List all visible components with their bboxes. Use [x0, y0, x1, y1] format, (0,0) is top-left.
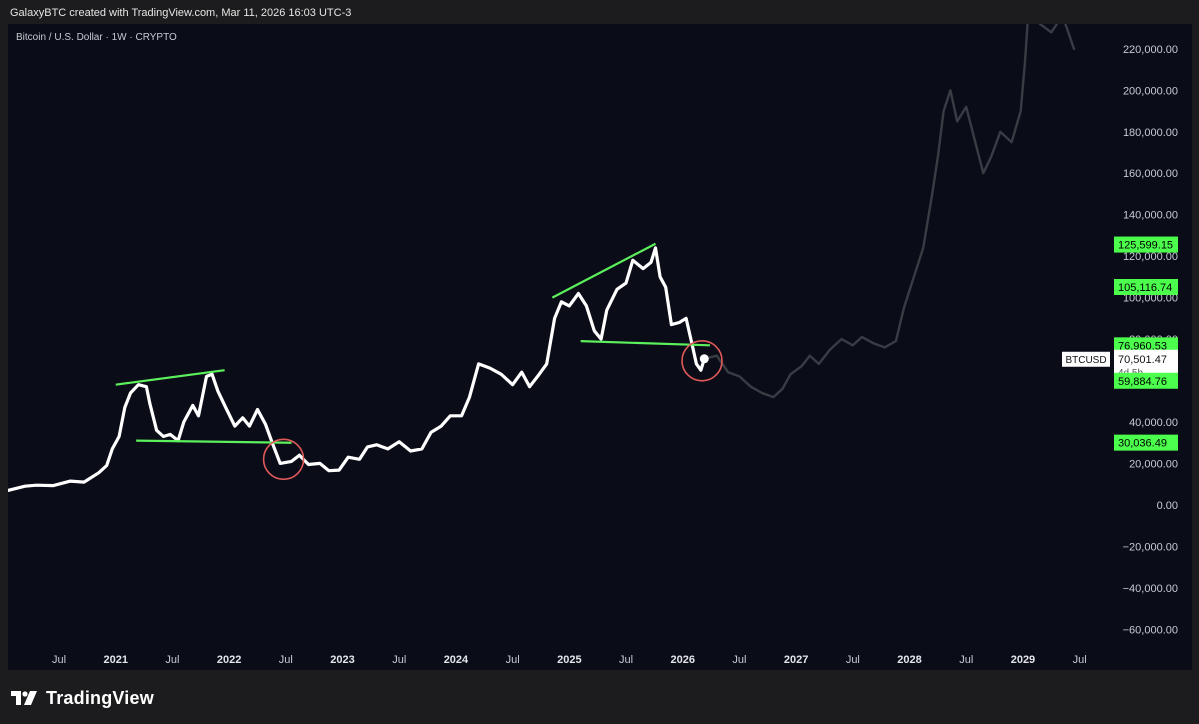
x-tick-label: 2027 [784, 654, 808, 666]
trendline-2021-support [136, 439, 292, 444]
y-tick-label: 160,000.00 [1123, 168, 1178, 180]
x-tick-label: Jul [959, 654, 973, 666]
symbol-tag: BTCUSD [1065, 355, 1106, 366]
x-tick-label: 2028 [897, 654, 921, 666]
price-label-box [1114, 337, 1178, 354]
x-tick-label: Jul [165, 654, 179, 666]
chart-panel[interactable]: 220,000.00 200,000.00 180,000.00 160,000.00… [8, 24, 1192, 670]
x-tick-label: Jul [392, 654, 406, 666]
x-tick-label: 2021 [103, 654, 127, 666]
trendline-2025-top [551, 242, 657, 299]
x-tick-label: Jul [732, 654, 746, 666]
x-tick-label: Jul [1073, 654, 1087, 666]
x-tick-label: Jul [846, 654, 860, 666]
price-label: 105,116.74 [1114, 279, 1178, 296]
price-label: 125,599.15 [1114, 236, 1178, 253]
price-label-box [1114, 279, 1178, 296]
y-tick-label: 0.00 [1157, 500, 1178, 512]
trendline-2025-support [580, 340, 710, 347]
y-tick-label: 120,000.00 [1123, 251, 1178, 263]
x-tick-label: 2029 [1011, 654, 1035, 666]
y-tick-label: 100,000.00 [1123, 293, 1178, 305]
y-tick-label: 200,000.00 [1123, 85, 1178, 97]
current-price-value: 70,501.47 [1118, 354, 1167, 366]
x-tick-label: 2026 [671, 654, 695, 666]
y-tick-label: 180,000.00 [1123, 127, 1178, 139]
x-tick-label: 2025 [557, 654, 581, 666]
y-tick-label: −20,000.00 [1123, 541, 1178, 553]
price-label: 76,960.53 [1114, 337, 1178, 354]
price-label-box [1114, 372, 1178, 389]
footer: TradingView [10, 684, 154, 712]
x-tick-label: 2024 [444, 654, 469, 666]
x-tick-label: Jul [279, 654, 293, 666]
price-series-line [8, 246, 706, 492]
last-price-dot [699, 354, 709, 364]
y-tick-label: −40,000.00 [1123, 583, 1178, 595]
symbol-label: Bitcoin / U.S. Dollar · 1W · CRYPTO [16, 32, 177, 43]
x-tick-label: 2022 [217, 654, 241, 666]
price-label: 30,036.49 [1114, 434, 1178, 451]
x-tick-label: Jul [619, 654, 633, 666]
price-chart[interactable]: 220,000.00 200,000.00 180,000.00 160,000.00… [8, 24, 1192, 670]
x-tick-label: Jul [52, 654, 66, 666]
highlight-circle-2022-breakdown [262, 438, 305, 481]
x-tick-label: Jul [506, 654, 520, 666]
y-tick-label: −60,000.00 [1123, 624, 1178, 636]
footer-brand: TradingView [46, 687, 154, 708]
projection-series-line [703, 24, 1076, 399]
tradingview-logo-icon [11, 691, 37, 705]
y-tick-label: 20,000.00 [1129, 458, 1178, 470]
price-label-box [1114, 434, 1178, 451]
y-tick-label: 40,000.00 [1129, 417, 1178, 429]
y-tick-label: 220,000.00 [1123, 44, 1178, 56]
plot-area [8, 24, 1076, 492]
highlight-circle-2026-breakdown [681, 340, 723, 382]
price-label-text: 125,599.15 [1118, 240, 1173, 252]
x-tick-label: 2023 [330, 654, 354, 666]
price-label-text: 30,036.49 [1118, 438, 1167, 450]
trendline-2021-top [115, 369, 225, 386]
price-label-text: 105,116.74 [1118, 282, 1172, 294]
symbol-tag-box [1062, 351, 1110, 367]
price-label: 59,884.76 [1114, 372, 1178, 389]
y-tick-label: 140,000.00 [1123, 210, 1178, 222]
price-label-text: 59,884.76 [1118, 376, 1167, 388]
price-label-box [1114, 236, 1178, 253]
chart-caption: GalaxyBTC created with TradingView.com, … [10, 7, 352, 19]
price-label-text: 76,960.53 [1118, 340, 1167, 352]
